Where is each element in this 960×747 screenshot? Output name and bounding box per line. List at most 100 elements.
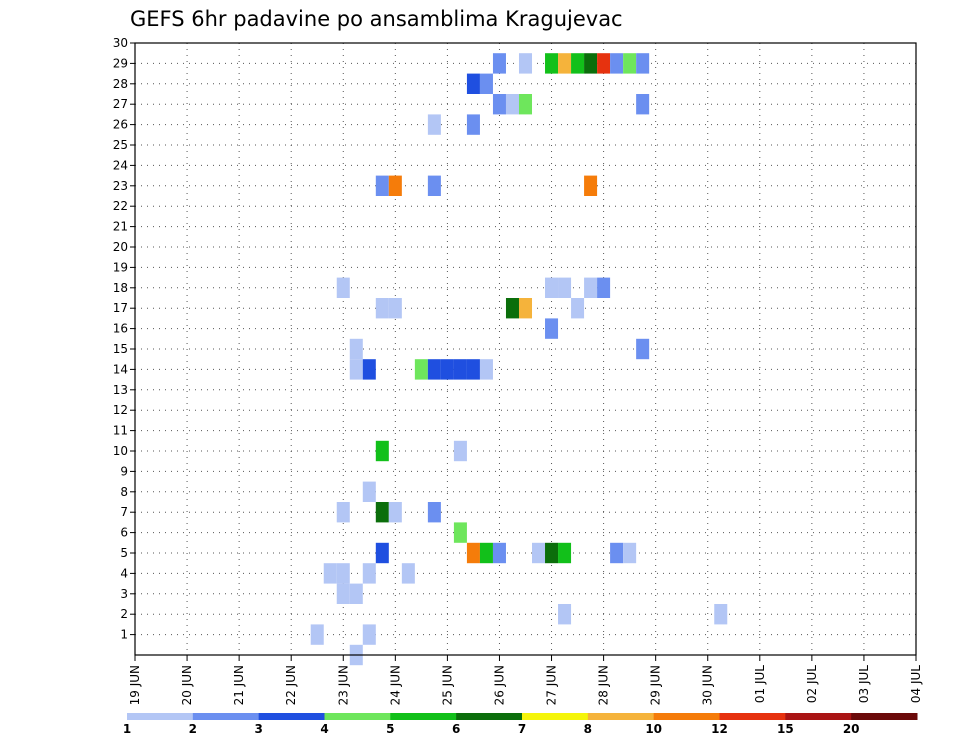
heatmap-cell: [518, 298, 533, 319]
heatmap-cell: [479, 542, 493, 564]
heatmap-cell: [375, 542, 389, 564]
x-tick-label: 23 JUN: [336, 665, 350, 705]
y-tick-label: 7: [120, 505, 128, 519]
heatmap-cell: [532, 542, 546, 564]
heatmap-cell: [558, 277, 572, 298]
heatmap-cell: [518, 94, 533, 115]
heatmap-cell: [545, 53, 559, 74]
heatmap-cell: [466, 359, 480, 380]
heatmap-cell: [427, 359, 441, 380]
heatmap-cell: [440, 359, 454, 380]
x-tick-label: 19 JUN: [128, 665, 142, 705]
heatmap-cell: [492, 542, 506, 564]
heatmap-cell: [375, 175, 389, 196]
colorbar-swatch: [719, 713, 786, 720]
heatmap-cell: [427, 502, 441, 523]
heatmap-cell: [336, 583, 350, 604]
colorbar-swatch: [456, 713, 523, 720]
x-tick-label: 01 JUL: [753, 665, 767, 703]
y-tick-label: 10: [113, 444, 128, 458]
heatmap-cell: [349, 583, 363, 604]
x-tick-label: 26 JUN: [492, 665, 506, 705]
colorbar: 1 2 3 4 5 6 7 8 10 12 15 20: [123, 713, 918, 736]
heatmap-cell: [584, 175, 598, 196]
y-tick-label: 27: [113, 97, 128, 111]
heatmap-cell: [571, 298, 585, 319]
heatmap-cell: [714, 604, 728, 625]
colorbar-swatch: [258, 713, 325, 720]
heatmap-cell: [323, 563, 337, 584]
y-tick-label: 4: [120, 566, 128, 580]
heatmap-cell: [545, 542, 559, 564]
heatmap-cell: [336, 563, 350, 584]
heatmap-cell: [453, 359, 467, 380]
heatmap-cell: [362, 481, 376, 502]
x-tick-label: 21 JUN: [232, 665, 246, 705]
heatmap-cell: [636, 94, 650, 115]
heatmap-cell: [375, 298, 389, 319]
heatmap-cell: [623, 53, 637, 74]
y-tick-label: 6: [120, 526, 128, 540]
y-tick-label: 19: [113, 260, 128, 274]
x-tick-label: 02 JUL: [805, 665, 819, 703]
y-tick-label: 13: [113, 383, 128, 397]
y-tick-label: 16: [113, 322, 128, 336]
y-tick-label: 24: [113, 158, 128, 172]
y-tick-label: 3: [120, 587, 128, 601]
y-tick-label: 20: [113, 240, 128, 254]
heatmap-cell: [362, 359, 376, 380]
colorbar-label: 15: [777, 722, 794, 736]
y-tick-label: 14: [113, 362, 128, 376]
heatmap-cell: [492, 53, 506, 74]
colorbar-swatch: [522, 713, 589, 720]
colorbar-label: 20: [843, 722, 860, 736]
y-tick-label: 17: [113, 301, 128, 315]
heatmap-cell: [558, 604, 572, 625]
y-tick-label: 12: [113, 403, 128, 417]
heatmap-cell: [545, 318, 559, 339]
heatmap-cell: [375, 440, 389, 462]
heatmap-cell: [388, 298, 402, 319]
colorbar-label: 2: [189, 722, 197, 736]
colorbar-swatch: [127, 713, 194, 720]
y-axis: 1234567891011121314151617181920212223242…: [113, 36, 135, 642]
x-tick-label: 28 JUN: [597, 665, 611, 705]
heatmap-cell: [466, 73, 480, 94]
colorbar-swatch: [192, 713, 260, 720]
chart-title: GEFS 6hr padavine po ansamblima Kragujev…: [130, 7, 623, 31]
y-tick-label: 1: [120, 628, 128, 642]
x-axis: 19 JUN 20 JUN 21 JUN 22 JUN 23 JUN 24 JUN 25 J…: [128, 655, 923, 705]
y-tick-label: 11: [113, 424, 128, 438]
heatmap-cell: [545, 277, 559, 298]
y-tick-label: 30: [113, 36, 128, 50]
x-tick-label: 03 JUL: [857, 665, 871, 703]
heatmap-cell: [505, 94, 519, 115]
heatmap-cell: [349, 359, 363, 380]
heatmap-cell: [362, 624, 376, 645]
x-tick-label: 24 JUN: [388, 665, 402, 705]
heatmap-cell: [414, 359, 428, 380]
colorbar-swatch: [587, 713, 655, 720]
heatmap-cell: [610, 542, 624, 564]
x-tick-label: 04 JUL: [909, 665, 923, 703]
x-tick-label: 22 JUN: [284, 665, 298, 705]
colorbar-label: 5: [386, 722, 394, 736]
x-tick-label: 25 JUN: [440, 665, 454, 705]
grid-layer: [135, 43, 916, 655]
y-tick-label: 8: [120, 485, 128, 499]
heatmap-cell: [505, 298, 519, 319]
heatmap-cell: [479, 359, 493, 380]
y-tick-label: 25: [113, 138, 128, 152]
heatmap-cell: [349, 338, 363, 360]
colorbar-swatch: [390, 713, 457, 720]
y-tick-label: 21: [113, 220, 128, 234]
cells-layer: [310, 53, 728, 666]
heatmap-cell: [427, 175, 441, 196]
heatmap-cell: [584, 277, 598, 298]
heatmap-cell: [571, 53, 585, 74]
y-tick-label: 22: [113, 199, 128, 213]
heatmap-cell: [388, 502, 402, 523]
heatmap-cell: [558, 542, 572, 564]
heatmap-cell: [362, 563, 376, 584]
